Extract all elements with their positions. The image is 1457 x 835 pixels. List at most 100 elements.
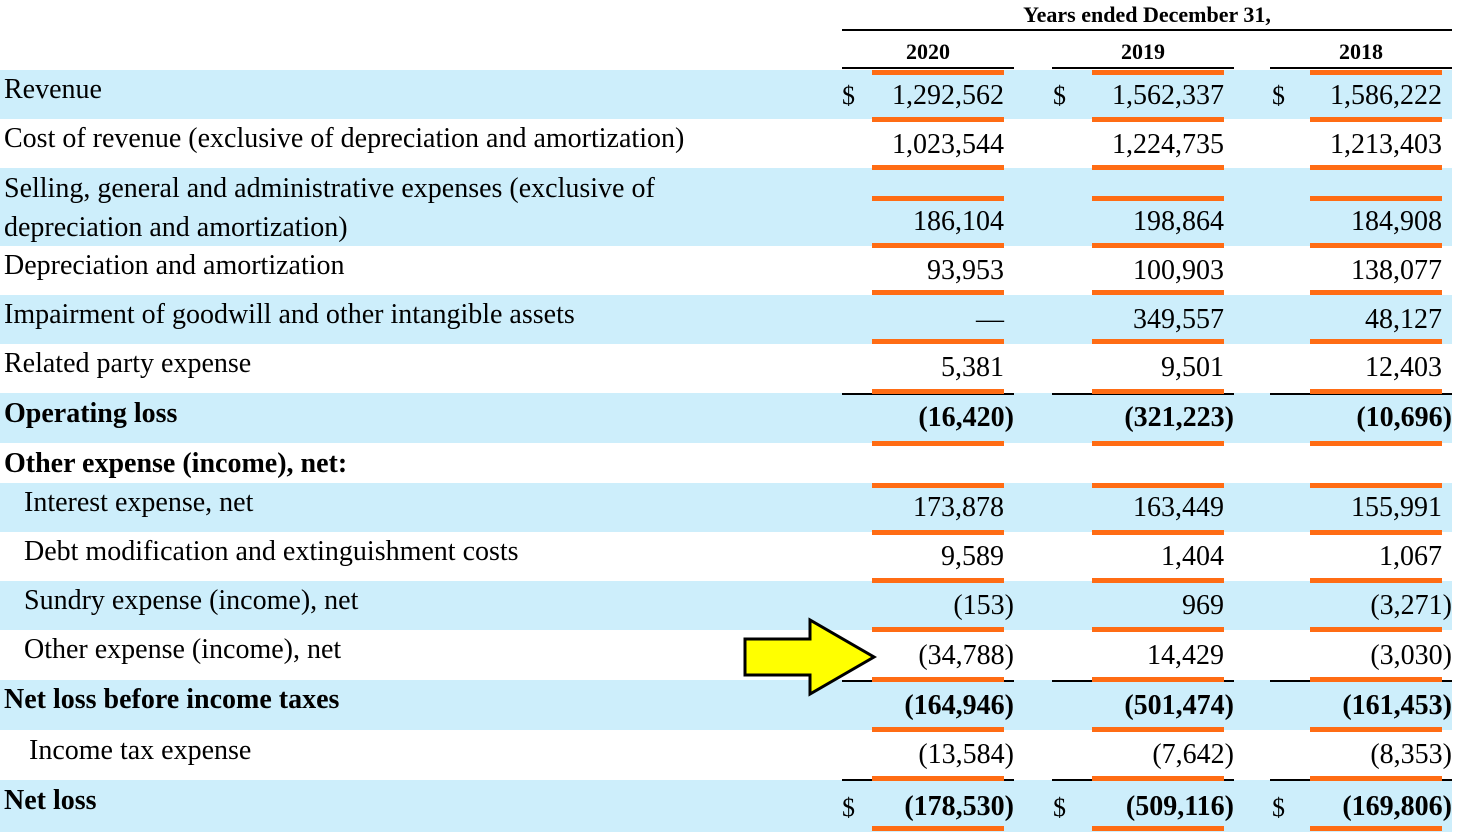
value-2019: 163,449 <box>1133 492 1224 523</box>
value-highlight-rule <box>1092 196 1224 201</box>
value-highlight-rule <box>872 826 1004 831</box>
value-highlight-rule <box>1310 117 1442 122</box>
value-2020: 1,292,562 <box>892 80 1004 111</box>
row-debt-modification: Debt modification and extinguishment cos… <box>0 532 1457 581</box>
value-2020: 173,878 <box>913 492 1004 523</box>
value-highlight-rule <box>872 530 1004 535</box>
value-highlight-rule <box>1092 530 1224 535</box>
row-label: Impairment of goodwill and other intangi… <box>4 299 575 330</box>
value-2020: (164,946) <box>904 690 1014 721</box>
value-highlight-rule <box>872 727 1004 732</box>
value-highlight-rule <box>872 196 1004 201</box>
value-highlight-rule <box>1092 727 1224 732</box>
value-highlight-rule <box>872 627 1004 632</box>
value-2019: 969 <box>1182 590 1224 621</box>
value-highlight-rule <box>1310 441 1442 446</box>
value-2018: (8,353) <box>1370 739 1452 770</box>
row-label: Depreciation and amortization <box>4 250 345 281</box>
row-label: Operating loss <box>4 398 178 429</box>
row-sundry-expense: Sundry expense (income), net (153) 969 (… <box>0 581 1457 630</box>
value-highlight-rule <box>1310 530 1442 535</box>
value-2018: 138,077 <box>1351 255 1442 286</box>
value-highlight-rule <box>1092 389 1224 394</box>
row-interest-expense: Interest expense, net 173,878 163,449 15… <box>0 483 1457 532</box>
value-2019: (321,223) <box>1124 402 1234 433</box>
subtotal-rule-2018 <box>1270 393 1452 395</box>
period-header-rule <box>842 29 1452 31</box>
value-highlight-rule <box>872 677 1004 682</box>
value-highlight-rule <box>1310 389 1442 394</box>
value-2019: (7,642) <box>1152 739 1234 770</box>
year-underline-2019 <box>1052 67 1234 69</box>
value-highlight-rule <box>872 389 1004 394</box>
value-highlight-rule <box>872 578 1004 583</box>
row-net-loss-before-taxes: Net loss before income taxes (164,946) (… <box>0 680 1457 730</box>
value-highlight-rule <box>1310 578 1442 583</box>
value-2018: 1,213,403 <box>1330 129 1442 160</box>
value-2018: (169,806) <box>1342 791 1452 822</box>
value-highlight-rule <box>1310 70 1442 75</box>
value-2019: (501,474) <box>1124 690 1234 721</box>
row-other-expense-net: Other expense (income), net (34,788) 14,… <box>0 630 1457 680</box>
row-label: Sundry expense (income), net <box>24 585 359 616</box>
value-2018: 48,127 <box>1365 304 1442 335</box>
dollar-sign: $ <box>842 81 855 110</box>
value-highlight-rule <box>872 290 1004 295</box>
year-header-2020: 2020 <box>906 39 950 64</box>
year-header-2019: 2019 <box>1121 39 1165 64</box>
value-2019: (509,116) <box>1125 791 1234 822</box>
value-highlight-rule <box>872 243 1004 248</box>
row-impairment: Impairment of goodwill and other intangi… <box>0 295 1457 344</box>
value-highlight-rule <box>872 70 1004 75</box>
value-highlight-rule <box>1310 627 1442 632</box>
value-2020: (178,530) <box>904 791 1014 822</box>
value-2018: 155,991 <box>1351 492 1442 523</box>
section-heading: Other expense (income), net: <box>4 448 348 479</box>
value-2019: 1,404 <box>1161 541 1224 572</box>
value-2020: (153) <box>953 590 1014 621</box>
value-2018: 1,586,222 <box>1330 80 1442 111</box>
value-2019: 349,557 <box>1133 304 1224 335</box>
row-other-expense-section: Other expense (income), net: <box>0 443 1457 483</box>
row-net-loss: Net loss $ (178,530) $ (509,116) $ (169,… <box>0 780 1457 832</box>
row-label-line-1: Selling, general and administrative expe… <box>4 173 655 204</box>
value-highlight-rule <box>1310 677 1442 682</box>
dollar-sign: $ <box>842 793 855 822</box>
value-2019: 1,562,337 <box>1112 80 1224 111</box>
value-2019: 14,429 <box>1147 640 1224 671</box>
row-label-line-2: depreciation and amortization) <box>4 212 348 243</box>
value-highlight-rule <box>872 776 1004 781</box>
value-highlight-rule <box>1092 165 1224 170</box>
year-header-2018: 2018 <box>1339 39 1383 64</box>
value-highlight-rule <box>872 165 1004 170</box>
value-2018: (161,453) <box>1342 690 1452 721</box>
value-highlight-rule <box>1092 677 1224 682</box>
value-2018: (3,030) <box>1370 640 1452 671</box>
subtotal-rule-2020 <box>842 393 1014 395</box>
value-highlight-rule <box>1092 243 1224 248</box>
value-2018: 1,067 <box>1379 541 1442 572</box>
row-label: Revenue <box>4 74 102 105</box>
row-label: Net loss before income taxes <box>4 684 340 715</box>
dollar-sign: $ <box>1053 793 1066 822</box>
value-highlight-rule <box>1092 776 1224 781</box>
row-label: Cost of revenue (exclusive of depreciati… <box>4 123 685 154</box>
value-highlight-rule <box>1092 578 1224 583</box>
year-underline-2018 <box>1270 67 1452 69</box>
value-highlight-rule <box>1310 826 1442 831</box>
value-2020: (34,788) <box>918 640 1014 671</box>
row-label: Interest expense, net <box>24 487 254 518</box>
value-highlight-rule <box>872 483 1004 488</box>
value-2018: (3,271) <box>1370 590 1452 621</box>
value-highlight-rule <box>1310 776 1442 781</box>
value-highlight-rule <box>1092 483 1224 488</box>
value-highlight-rule <box>1092 441 1224 446</box>
value-highlight-rule <box>1310 196 1442 201</box>
value-2020: 5,381 <box>941 352 1004 383</box>
value-2018: 184,908 <box>1351 206 1442 237</box>
value-highlight-rule <box>872 441 1004 446</box>
value-2018: 12,403 <box>1365 352 1442 383</box>
row-operating-loss: Operating loss (16,420) (321,223) (10,69… <box>0 393 1457 443</box>
value-highlight-rule <box>872 117 1004 122</box>
